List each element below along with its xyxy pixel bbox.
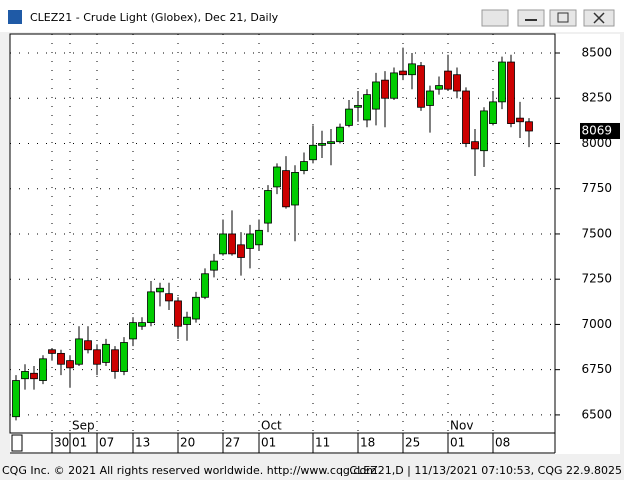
y-tick-label: 7000	[581, 317, 612, 331]
candle-body	[57, 352, 65, 365]
minimize-button[interactable]	[517, 9, 545, 27]
candle-body	[417, 65, 425, 108]
month-label: Nov	[450, 419, 473, 433]
x-tick-label: 07	[99, 436, 114, 450]
candle-body	[21, 371, 29, 380]
maximize-icon	[557, 12, 569, 23]
y-tick-label: 8250	[581, 91, 612, 105]
candle-body	[354, 105, 362, 108]
candle-body	[75, 338, 83, 365]
app-icon	[8, 10, 22, 24]
maximize-button[interactable]	[549, 9, 577, 27]
candle-body	[489, 101, 497, 124]
candle-body	[237, 244, 245, 258]
x-tick-label: 11	[315, 436, 330, 450]
candle-body	[300, 161, 308, 172]
y-tick-label: 6500	[581, 407, 612, 421]
candle-body	[327, 141, 335, 144]
candle-body	[507, 61, 515, 124]
x-tick-label: 01	[261, 436, 276, 450]
candle-body	[390, 72, 398, 99]
month-label: Oct	[261, 419, 282, 433]
candle-body	[381, 79, 389, 99]
candle-body	[138, 322, 146, 327]
candle-body	[372, 81, 380, 110]
x-tick-label: 08	[495, 436, 510, 450]
candle-body	[12, 380, 20, 418]
candle-body	[219, 233, 227, 255]
candle-body	[273, 166, 281, 188]
candle-body	[165, 293, 173, 302]
x-tick-label: 01	[450, 436, 465, 450]
candle-body	[39, 358, 47, 381]
candle-body	[516, 117, 524, 123]
last-price-label: 8069	[581, 123, 612, 137]
candle-body	[111, 349, 119, 372]
candle-body	[66, 360, 74, 369]
y-tick-label: 8500	[581, 46, 612, 60]
chart-title: CLEZ21 - Crude Light (Globex), Dec 21, D…	[30, 11, 279, 24]
candle-body	[291, 172, 299, 206]
x-tick-label: 01	[72, 436, 87, 450]
x-tick-label: 20	[180, 436, 195, 450]
y-tick-label: 6750	[581, 362, 612, 376]
x-tick-label: 18	[360, 436, 375, 450]
month-label: Sep	[72, 419, 95, 433]
candle-body	[93, 349, 101, 365]
candle-body	[525, 121, 533, 132]
candle-body	[408, 63, 416, 76]
candle-body	[102, 343, 110, 363]
candle-body	[363, 94, 371, 121]
candle-body	[129, 322, 137, 340]
candle-body	[309, 144, 317, 161]
candle-body	[48, 349, 56, 354]
candle-body	[183, 316, 191, 325]
candle-body	[120, 342, 128, 372]
candle-body	[318, 143, 326, 146]
candle-body	[444, 70, 452, 90]
candle-body	[210, 260, 218, 271]
candle-body	[345, 108, 353, 126]
close-icon	[593, 12, 605, 24]
candle-body	[435, 85, 443, 90]
last-price-box	[580, 122, 620, 139]
x-tick-label: 25	[405, 436, 420, 450]
candle-body	[336, 126, 344, 143]
link-button[interactable]	[481, 9, 509, 27]
scroll-indicator[interactable]	[11, 434, 23, 452]
candle-body	[192, 296, 200, 320]
candle-body	[282, 170, 290, 208]
candle-body	[453, 74, 461, 92]
candle-body	[228, 233, 236, 255]
candle-body	[246, 233, 254, 249]
candle-body	[147, 291, 155, 324]
candle-body	[30, 372, 38, 380]
y-tick-label: 7500	[581, 226, 612, 240]
candle-body	[480, 110, 488, 152]
candle-body	[156, 287, 164, 293]
candle-body	[498, 61, 506, 103]
footer-right: CLEZ21,D | 11/13/2021 07:10:53, CQG 22.9…	[349, 464, 622, 477]
candle-body	[399, 70, 407, 76]
y-tick-label: 8000	[581, 136, 612, 150]
x-tick-label: 13	[135, 436, 150, 450]
footer-left: CQG Inc. © 2021 All rights reserved worl…	[2, 464, 377, 477]
candle-body	[201, 273, 209, 298]
candle-body	[426, 90, 434, 106]
y-tick-label: 7750	[581, 181, 612, 195]
x-tick-label: 27	[225, 436, 240, 450]
candle-body	[462, 90, 470, 144]
candle-body	[264, 190, 272, 224]
candle-body	[174, 300, 182, 327]
y-tick-label: 7250	[581, 272, 612, 286]
candle-body	[84, 340, 92, 351]
x-tick-label: 30	[54, 436, 69, 450]
candle-body	[471, 141, 479, 150]
candle-body	[255, 229, 263, 246]
